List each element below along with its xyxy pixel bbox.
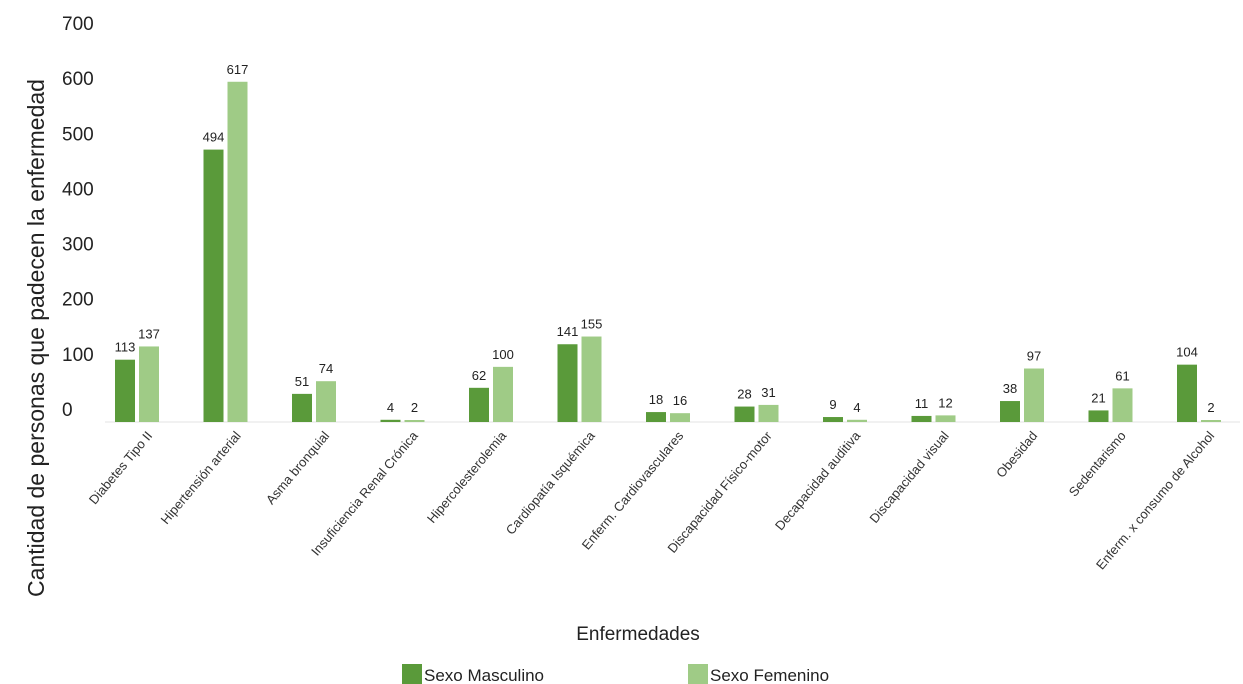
y-axis-label: Cantidad de personas que padecen la enfe… — [23, 79, 49, 597]
bar-femenino — [758, 404, 779, 422]
data-label: 61 — [1115, 368, 1129, 383]
x-tick-label: Discapacidad visual — [866, 428, 951, 526]
bar-femenino — [493, 366, 513, 422]
y-axis-ticks: 0 100 200 300 400 500 600 700 — [62, 14, 94, 421]
bar-femenino — [935, 415, 956, 422]
data-label: 18 — [649, 392, 663, 407]
data-label: 2 — [411, 400, 418, 415]
bar-femenino — [139, 346, 159, 422]
x-tick-label: Sedentarismo — [1066, 428, 1129, 499]
bar-masculino — [115, 359, 135, 422]
bar-femenino — [227, 81, 248, 423]
x-tick-label: Discapacidad Físico-motor — [664, 428, 775, 556]
bar-femenino — [1024, 368, 1044, 422]
data-label: 28 — [737, 387, 751, 402]
y-tick-label: 100 — [62, 345, 94, 366]
bar-masculino — [646, 412, 666, 422]
data-label: 9 — [829, 397, 836, 412]
bar-masculino — [469, 387, 489, 422]
bar-femenino — [847, 419, 867, 422]
data-label: 617 — [227, 62, 249, 77]
data-label: 4 — [387, 400, 394, 415]
x-tick-label: Obesidad — [993, 428, 1040, 480]
x-tick-label: Insuficiencia Renal Crónica — [308, 428, 421, 559]
data-label: 2 — [1207, 400, 1214, 415]
data-label: 16 — [673, 393, 687, 408]
bar-masculino — [1000, 401, 1020, 422]
data-label: 113 — [115, 340, 136, 355]
x-tick-label: Hipertensión arterial — [158, 428, 244, 527]
legend-label: Sexo Femenino — [710, 666, 829, 684]
legend: Sexo Masculino Sexo Femenino — [402, 664, 829, 684]
data-label: 155 — [581, 317, 603, 332]
legend-swatch — [402, 664, 422, 684]
bar-masculino — [203, 149, 224, 422]
bar-masculino — [823, 417, 843, 422]
x-tick-label: Hipercolesterolemia — [424, 428, 510, 526]
bar-femenino — [1112, 388, 1133, 422]
x-tick-label: Cardiopatía Isquémica — [503, 428, 599, 538]
bar-masculino — [1177, 364, 1197, 422]
data-label: 4 — [853, 400, 860, 415]
bars: 113 494 51 4 62 141 18 28 9 11 38 21 104 137 617 74 2 100… — [115, 62, 1221, 423]
y-tick-label: 600 — [62, 69, 94, 90]
data-label: 12 — [938, 395, 952, 410]
bar-femenino — [581, 336, 602, 422]
y-tick-label: 200 — [62, 290, 94, 311]
x-tick-label: Asma bronquial — [263, 428, 333, 507]
bar-masculino — [557, 344, 578, 422]
data-label: 31 — [761, 385, 775, 400]
data-label: 141 — [557, 324, 579, 339]
bar-masculino — [734, 406, 755, 422]
bar-masculino — [292, 393, 312, 422]
data-label: 104 — [1176, 345, 1198, 360]
y-tick-label: 0 — [62, 400, 73, 421]
y-tick-label: 300 — [62, 235, 94, 256]
data-label: 137 — [138, 326, 160, 341]
legend-swatch — [688, 664, 708, 684]
data-label: 21 — [1091, 390, 1105, 405]
bar-femenino — [670, 413, 690, 422]
bar-masculino — [1088, 410, 1109, 422]
bar-femenino — [404, 420, 425, 422]
data-label: 494 — [203, 130, 225, 145]
x-axis-ticks: Diabetes Tipo II Hipertensión arterial Asm… — [86, 428, 1218, 573]
x-tick-label: Diabetes Tipo II — [86, 428, 156, 507]
y-tick-label: 400 — [62, 179, 94, 200]
data-label: 74 — [319, 361, 333, 376]
bar-masculino — [380, 419, 401, 422]
x-tick-label: Enferm. Cardiovasculares — [579, 428, 687, 553]
legend-label: Sexo Masculino — [424, 666, 544, 684]
x-tick-label: Decapacidad auditiva — [772, 428, 864, 533]
bar-femenino — [316, 381, 336, 422]
data-label: 11 — [915, 396, 929, 411]
bar-masculino — [911, 415, 932, 422]
data-label: 97 — [1027, 349, 1041, 364]
y-tick-label: 500 — [62, 124, 94, 145]
y-tick-label: 700 — [62, 14, 94, 35]
data-label: 51 — [295, 374, 309, 389]
bar-femenino — [1201, 420, 1221, 422]
data-label: 62 — [472, 368, 486, 383]
data-label: 38 — [1003, 381, 1017, 396]
x-axis-label: Enfermedades — [576, 624, 700, 645]
data-label: 100 — [492, 347, 514, 362]
